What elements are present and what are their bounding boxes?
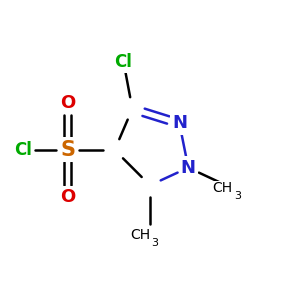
Text: CH: CH [130,228,150,242]
Text: O: O [60,188,75,206]
Text: 3: 3 [234,190,241,201]
Text: Cl: Cl [14,141,32,159]
Text: N: N [172,115,187,133]
Text: N: N [181,159,196,177]
Text: O: O [60,94,75,112]
Text: 3: 3 [152,238,158,248]
Text: S: S [60,140,75,160]
Text: Cl: Cl [115,53,132,71]
Text: CH: CH [212,181,232,195]
